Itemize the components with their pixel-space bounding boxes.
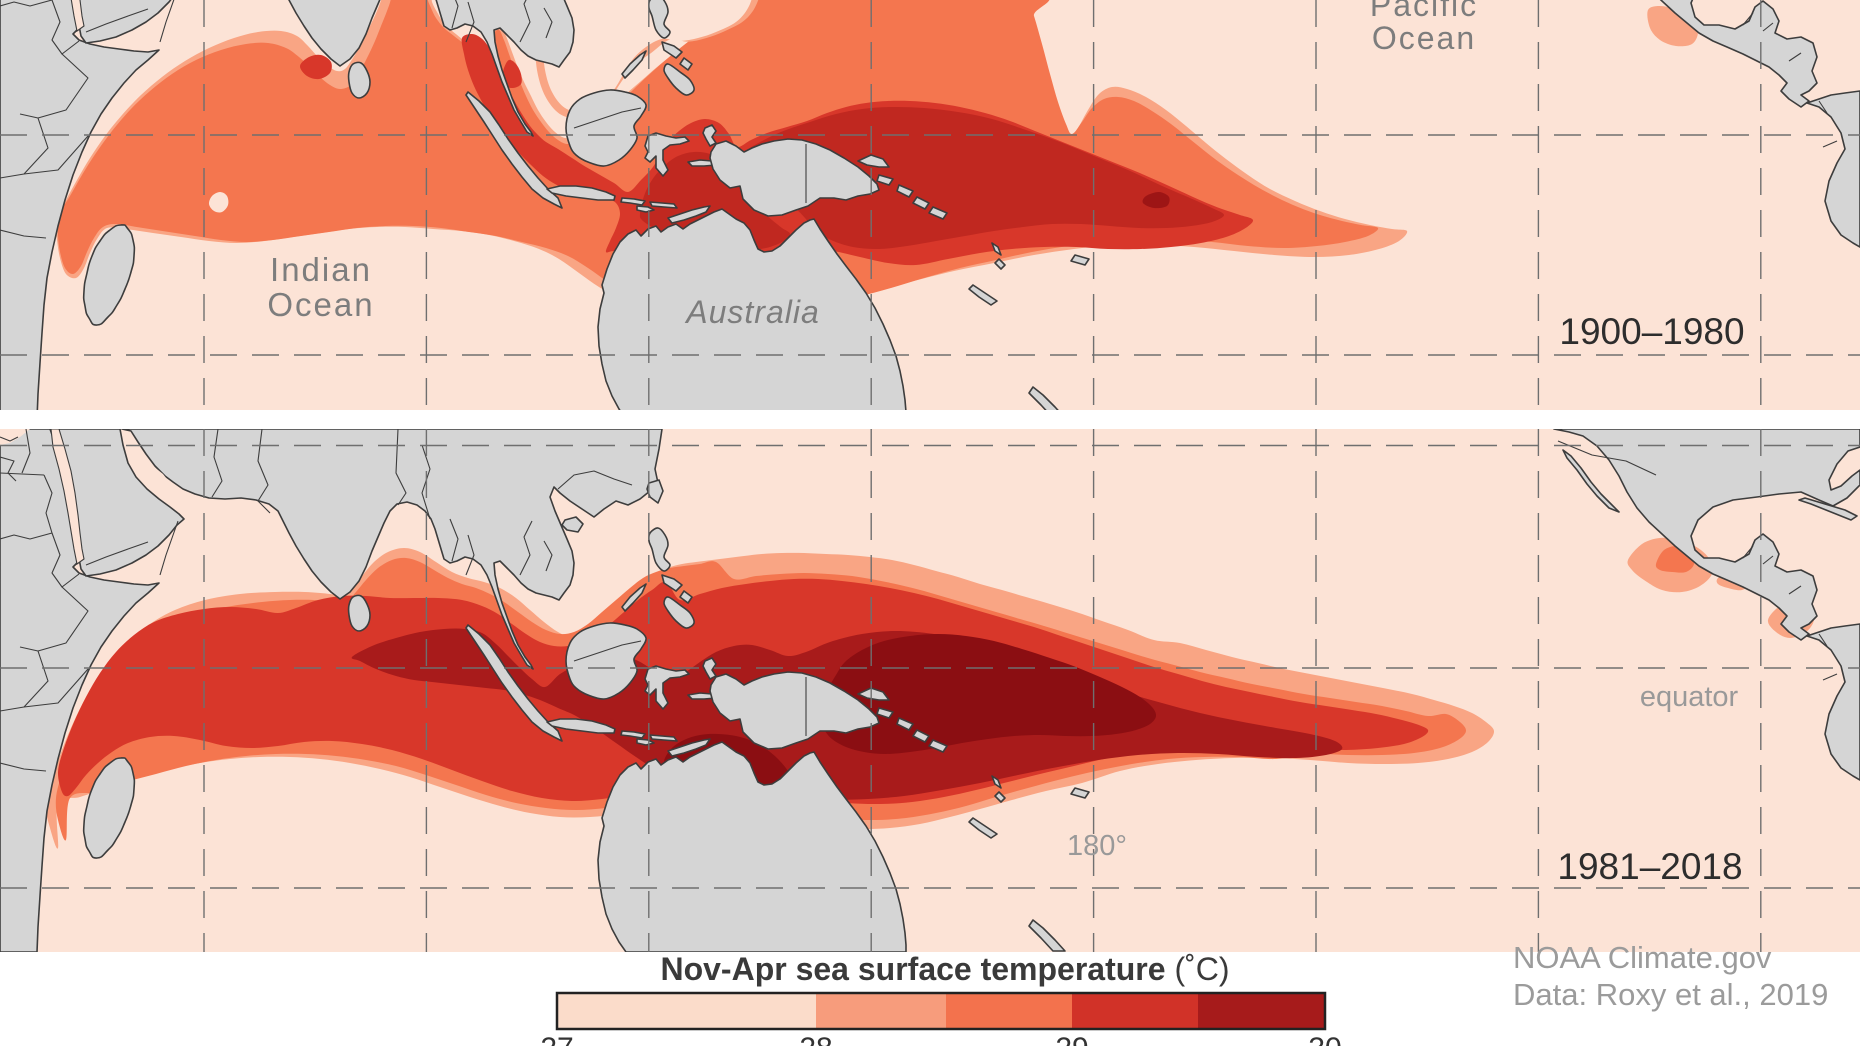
svg-text:NOAA Climate.gov: NOAA Climate.gov (1513, 940, 1772, 975)
svg-text:Nov-Apr sea surface temperatur: Nov-Apr sea surface temperature (˚C) (660, 951, 1229, 987)
svg-text:1900–1980: 1900–1980 (1559, 311, 1744, 352)
svg-text:30: 30 (1308, 1032, 1341, 1046)
svg-text:equator: equator (1640, 681, 1739, 713)
svg-text:28: 28 (799, 1032, 832, 1046)
svg-text:Australia: Australia (684, 294, 820, 330)
svg-text:27: 27 (540, 1032, 573, 1046)
svg-text:Ocean: Ocean (1372, 20, 1476, 56)
svg-text:Pacific: Pacific (1370, 0, 1478, 23)
svg-text:29: 29 (1055, 1032, 1088, 1046)
svg-text:Data: Roxy et al., 2019: Data: Roxy et al., 2019 (1513, 977, 1828, 1012)
svg-text:1981–2018: 1981–2018 (1557, 846, 1742, 887)
svg-text:Indian: Indian (270, 251, 372, 288)
svg-text:180°: 180° (1067, 830, 1127, 862)
svg-text:Ocean: Ocean (267, 286, 374, 323)
